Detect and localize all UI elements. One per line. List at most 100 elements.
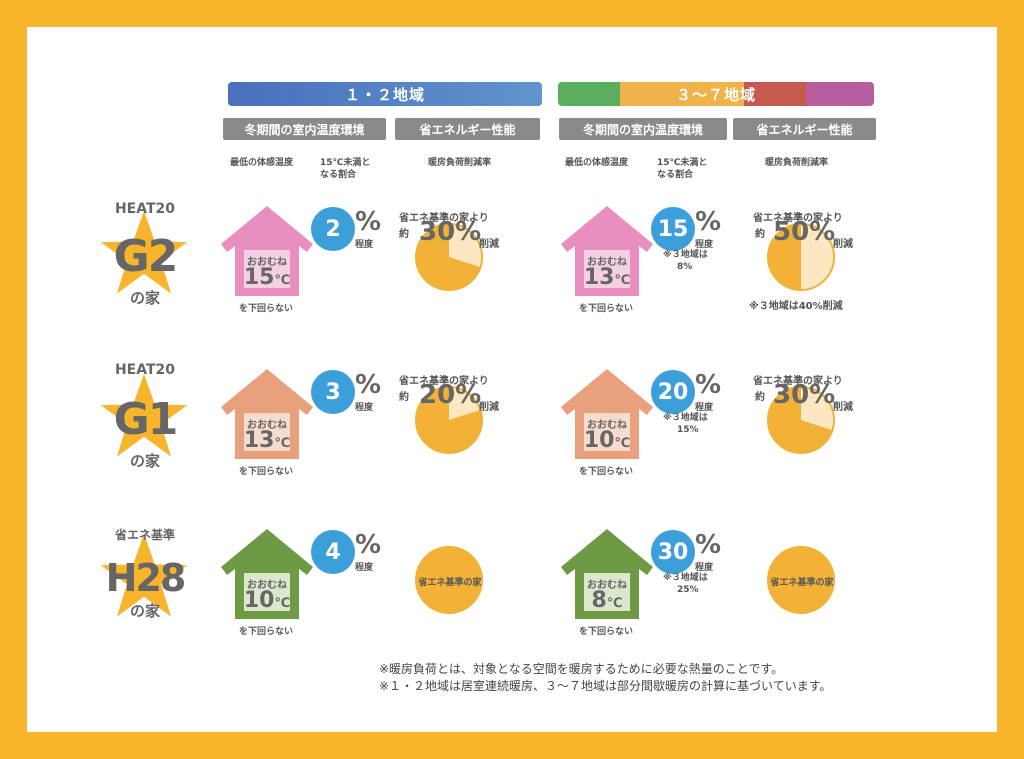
- ratio-bubble-g2-1-2: 2: [311, 207, 355, 251]
- region-1-2-label: １・２地域: [344, 85, 425, 104]
- content-panel: １・２地域 ３～７地域 冬期間の室内温度環境 省エネルギー性能 冬期間の室内温度…: [27, 27, 997, 732]
- pie-g1-3-7: [767, 386, 835, 454]
- omune-label: おおむね: [247, 580, 287, 591]
- pie-h28-3-7: [767, 546, 835, 614]
- below-label: を下回らない: [579, 467, 634, 477]
- temp-g1-1-2: 13℃: [243, 428, 291, 453]
- temp-h28-3-7: 8℃: [591, 588, 623, 613]
- reduction-g1-1-2: 20%: [419, 380, 482, 410]
- base-house-label: 省エネ基準の家: [770, 578, 834, 588]
- percent-sign: %: [355, 207, 382, 237]
- percent-sign: %: [355, 370, 382, 400]
- note-h28-3-7: ※３地域は 25%: [663, 573, 708, 595]
- teido-label: 程度: [695, 240, 714, 250]
- below-label: を下回らない: [239, 304, 294, 314]
- sakugen-label: 削減: [833, 402, 853, 413]
- note-g2-3-7: ※３地域は 8%: [663, 250, 708, 272]
- ratio-bubble-g1-1-2: 3: [311, 370, 355, 414]
- row-g2-top-label: HEAT20: [114, 201, 176, 217]
- row-h28-grade: H28: [105, 556, 187, 600]
- pie-caption-g2-1-2: 省エネ基準の家より: [399, 213, 489, 224]
- footnotes: ※暖房負荷とは、対象となる空間を暖房するために必要な熱量のことです。 ※１・２地…: [379, 661, 832, 695]
- omune-label: おおむね: [587, 257, 627, 268]
- region-1-2-bar: １・２地域: [228, 82, 542, 106]
- yaku-label: 約: [755, 392, 765, 403]
- below-label: を下回らない: [579, 304, 634, 314]
- star-shape-g1: [100, 373, 188, 457]
- below-label: を下回らない: [579, 627, 634, 637]
- yaku-label: 約: [399, 229, 409, 240]
- teido-label: 程度: [355, 563, 374, 573]
- sub-ratio-1-2: 15℃未満と なる割合: [320, 158, 371, 180]
- row-h28-top-label: 省エネ基準: [114, 528, 175, 542]
- note-g1-3-7: ※３地域は 15%: [663, 413, 708, 435]
- reduction-g2-1-2: 30%: [419, 217, 482, 247]
- row-g1-grade: G1: [113, 394, 179, 445]
- omune-label: おおむね: [247, 420, 287, 431]
- header-indoor-3-7: 冬期間の室内温度環境: [559, 118, 727, 140]
- house-icon-g1-1-2: [221, 369, 313, 459]
- below-label: を下回らない: [239, 467, 294, 477]
- temp-h28-1-2: 10℃: [243, 588, 291, 613]
- sub-min-temp-3-7: 最低の体感温度: [565, 158, 629, 168]
- sakugen-label: 削減: [833, 239, 853, 250]
- row-h28-suffix: の家: [129, 602, 160, 620]
- temp-g2-3-7: 13℃: [583, 265, 631, 290]
- reduction-g1-3-7: 30%: [773, 380, 836, 410]
- row-g2: HEAT20 G2 の家 おおむね 15℃ を下回らない 2 % 程度 省エネ基…: [27, 197, 997, 347]
- row-g1: HEAT20 G1 の家 おおむね 13℃ を下回らない 3 % 程度 省エネ基…: [27, 360, 997, 510]
- pie-g2-3-7: [767, 223, 835, 291]
- header-energy-3-7: 省エネルギー性能: [733, 118, 876, 140]
- percent-sign: %: [695, 207, 722, 237]
- percent-sign: %: [695, 530, 722, 560]
- row-h28: 省エネ基準 H28 の家 おおむね 10℃ を下回らない 4 % 程度 省エネ基…: [27, 520, 997, 670]
- temp-g2-1-2: 15℃: [243, 265, 291, 290]
- temp-g1-3-7: 10℃: [583, 428, 631, 453]
- ratio-bubble-h28-1-2: 4: [311, 530, 355, 574]
- header-energy-1-2: 省エネルギー性能: [395, 118, 540, 140]
- sakugen-label: 削減: [479, 402, 499, 413]
- house-icon-h28-3-7: [561, 529, 653, 619]
- yaku-label: 約: [755, 229, 765, 240]
- pie-caption-g2-3-7: 省エネ基準の家より: [753, 213, 843, 224]
- footnote-2: ※１・２地域は居室連続暖房、３～７地域は部分間歇暖房の計算に基づいています。: [379, 679, 832, 693]
- sub-min-temp-1-2: 最低の体感温度: [230, 158, 294, 168]
- pie-g1-1-2: [415, 386, 483, 454]
- teido-label: 程度: [695, 563, 714, 573]
- percent-sign: %: [355, 530, 382, 560]
- teido-label: 程度: [355, 403, 374, 413]
- omune-label: おおむね: [587, 580, 627, 591]
- ratio-bubble-h28-3-7: 30: [651, 530, 695, 574]
- house-icon-h28-1-2: [221, 529, 313, 619]
- footnote-1: ※暖房負荷とは、対象となる空間を暖房するために必要な熱量のことです。: [379, 662, 784, 676]
- teido-label: 程度: [355, 240, 374, 250]
- house-icon-g2-1-2: [221, 206, 313, 296]
- star-shape-h28: [100, 533, 188, 617]
- base-house-label: 省エネ基準の家: [418, 578, 482, 588]
- pie-note-g2-3-7: ※３地域は40%削減: [749, 301, 843, 312]
- region-3-7-label: ３～７地域: [675, 85, 756, 104]
- sub-reduction-3-7: 暖房負荷削減率: [765, 158, 829, 168]
- star-shape-g2: [100, 210, 188, 294]
- row-g1-suffix: の家: [129, 452, 160, 470]
- row-g2-suffix: の家: [129, 289, 160, 307]
- row-g2-grade: G2: [113, 231, 179, 282]
- sub-ratio-3-7: 15℃未満と なる割合: [657, 158, 708, 180]
- pie-caption-g1-3-7: 省エネ基準の家より: [753, 376, 843, 387]
- row-g1-top-label: HEAT20: [114, 362, 176, 378]
- below-label: を下回らない: [239, 627, 294, 637]
- teido-label: 程度: [695, 403, 714, 413]
- pie-g2-1-2: [415, 223, 483, 291]
- ratio-bubble-g1-3-7: 20: [651, 370, 695, 414]
- house-icon-g2-3-7: [561, 206, 653, 296]
- omune-label: おおむね: [247, 257, 287, 268]
- percent-sign: %: [695, 370, 722, 400]
- house-icon-g1-3-7: [561, 369, 653, 459]
- pie-caption-g1-1-2: 省エネ基準の家より: [399, 376, 489, 387]
- sub-reduction-1-2: 暖房負荷削減率: [428, 158, 492, 168]
- sakugen-label: 削減: [479, 239, 499, 250]
- yaku-label: 約: [399, 392, 409, 403]
- omune-label: おおむね: [587, 420, 627, 431]
- header-indoor-1-2: 冬期間の室内温度環境: [223, 118, 386, 140]
- reduction-g2-3-7: 50%: [773, 217, 836, 247]
